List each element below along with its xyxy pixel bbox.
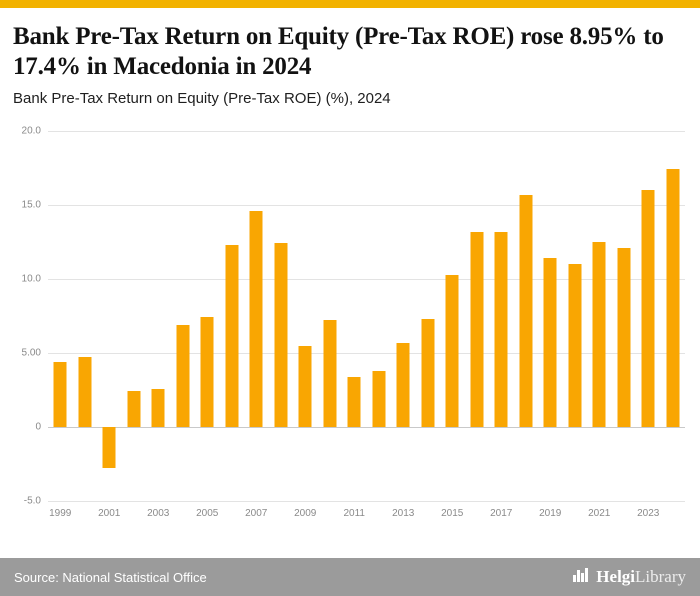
x-axis-tick-label: 2009	[294, 508, 317, 519]
bar-2022	[617, 247, 631, 427]
x-axis-tick-label: 2021	[588, 508, 611, 519]
y-axis-tick-label: 20.0	[21, 125, 41, 137]
header: Bank Pre-Tax Return on Equity (Pre-Tax R…	[0, 8, 700, 107]
gridline	[48, 279, 685, 280]
bar-2024	[666, 169, 680, 427]
bar-2000	[78, 357, 92, 427]
bar-2010	[323, 320, 337, 427]
bar-2014	[421, 318, 435, 427]
bar-2004	[176, 324, 190, 427]
bar-2013	[396, 342, 410, 427]
x-axis-tick-label: 2019	[539, 508, 562, 519]
bar-2002	[127, 391, 141, 427]
bar-2020	[568, 264, 582, 427]
logo-word-helgi: Helgi	[596, 567, 636, 586]
bar-2021	[592, 242, 606, 427]
bar-1999	[53, 361, 67, 427]
bar-2005	[200, 317, 214, 427]
bar-chart: 20.0 15.0 10.0 5.00 0 -5.0 1999 2001 2003 2005 200…	[10, 123, 690, 527]
y-axis-tick-label: 0	[35, 421, 41, 433]
bar-2016	[470, 231, 484, 427]
page-title: Bank Pre-Tax Return on Equity (Pre-Tax R…	[13, 23, 664, 80]
zero-gridline	[48, 427, 685, 428]
logo-wordmark: HelgiLibrary	[596, 567, 686, 587]
bar-2003	[151, 388, 165, 427]
x-axis-tick-label: 2005	[196, 508, 219, 519]
helgi-logo: HelgiLibrary	[573, 567, 686, 587]
bar-2023	[641, 190, 655, 427]
x-axis-tick-label: 2011	[343, 508, 366, 519]
bar-2015	[445, 274, 459, 427]
y-axis-tick-label: -5.0	[23, 495, 41, 507]
gridline	[48, 205, 685, 206]
y-axis-tick-label: 5.00	[21, 347, 41, 359]
bar-2019	[543, 258, 557, 427]
x-axis-tick-label: 2013	[392, 508, 415, 519]
bar-2008	[274, 243, 288, 427]
x-axis-tick-label: 2017	[490, 508, 513, 519]
x-axis-tick-label: 2023	[637, 508, 660, 519]
footer: Source: National Statistical Office Helg…	[0, 558, 700, 596]
bar-2018	[519, 194, 533, 427]
plot-area: 20.0 15.0 10.0 5.00 0 -5.0 1999 2001 2003 2005 200…	[22, 126, 685, 519]
bar-2001	[102, 427, 116, 469]
bar-2017	[494, 231, 508, 427]
gridline	[48, 131, 685, 132]
chart-subtitle: Bank Pre-Tax Return on Equity (Pre-Tax R…	[13, 90, 391, 107]
bar-chart-logo-icon	[573, 567, 590, 587]
x-axis-tick-label: 2007	[245, 508, 268, 519]
bar-2009	[298, 345, 312, 427]
gridline	[48, 353, 685, 354]
x-axis-tick-label: 1999	[49, 508, 72, 519]
gridline	[48, 501, 685, 502]
source-note: Source: National Statistical Office	[14, 569, 207, 585]
y-axis-tick-label: 15.0	[21, 199, 41, 211]
y-axis-tick-label: 10.0	[21, 273, 41, 285]
logo-word-library: Library	[635, 567, 686, 586]
bar-2007	[249, 210, 263, 427]
bar-2006	[225, 244, 239, 427]
x-axis-tick-label: 2001	[98, 508, 121, 519]
bar-2011	[347, 376, 361, 427]
x-axis-tick-label: 2015	[441, 508, 464, 519]
x-axis-tick-label: 2003	[147, 508, 170, 519]
bar-2012	[372, 370, 386, 427]
top-accent-bar	[0, 0, 700, 8]
